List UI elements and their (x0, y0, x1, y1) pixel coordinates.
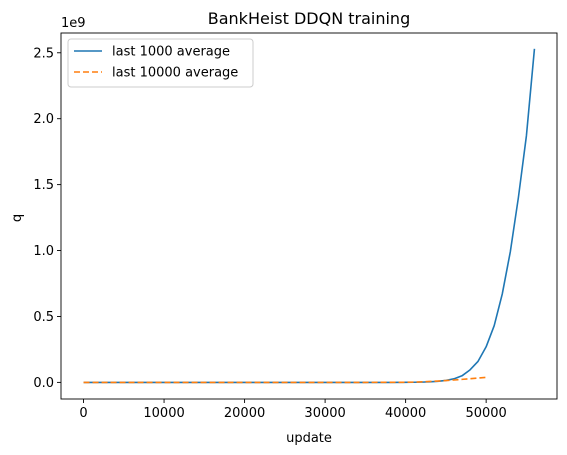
x-tick-label: 50000 (465, 406, 506, 421)
y-tick-label: 0.5 (33, 310, 54, 325)
series-line-2 (83, 376, 487, 384)
x-tick-label: 20000 (224, 406, 265, 421)
y-axis-label: q (10, 214, 25, 222)
x-tick-label: 0 (79, 406, 87, 421)
x-tick-label: 10000 (143, 406, 184, 421)
plot-area: 0 10000 20000 30000 40000 50000 0.0 0.5 1.0 1.5 2.… (33, 32, 558, 421)
y-tick-label: 0.0 (33, 376, 54, 391)
y-tick-label: 2.5 (33, 46, 54, 61)
x-tick-label: 30000 (304, 406, 345, 421)
y-offset-text: 1e9 (61, 16, 86, 31)
chart-title: BankHeist DDQN training (208, 9, 410, 28)
legend-label-2: last 10000 average (112, 66, 238, 81)
x-tick-label: 40000 (385, 406, 426, 421)
legend-box (67, 38, 254, 88)
y-tick-label: 1.0 (33, 244, 54, 259)
legend-label-1: last 1000 average (112, 45, 230, 60)
y-tick-label: 1.5 (33, 178, 54, 193)
axes-frame (60, 32, 558, 400)
y-tick-label: 2.0 (33, 112, 54, 127)
x-axis-label: update (286, 431, 332, 446)
